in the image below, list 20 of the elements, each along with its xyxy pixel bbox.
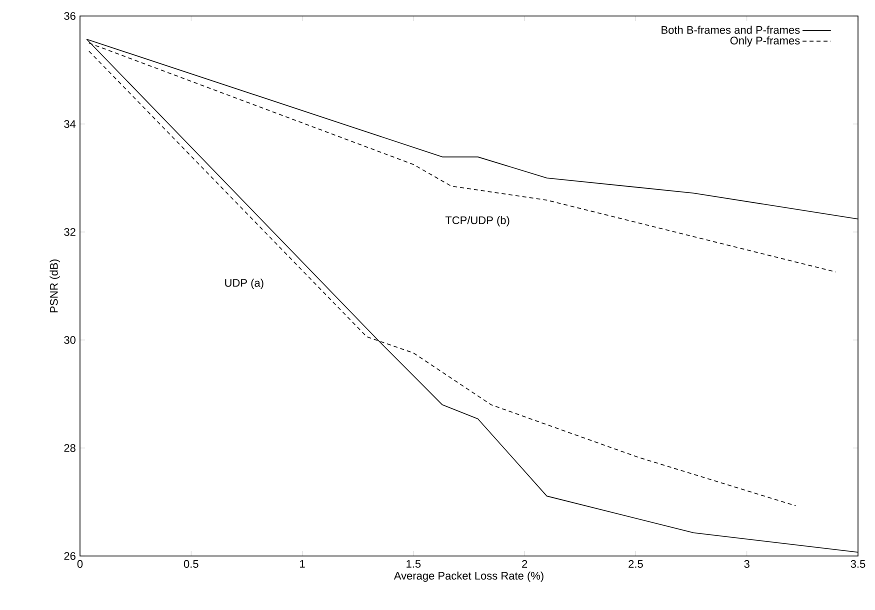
- y-tick-label: 26: [64, 552, 76, 560]
- y-tick-label: 30: [64, 336, 76, 344]
- y-tick-label: 32: [64, 228, 76, 236]
- x-tick-label: 1.5: [406, 560, 421, 568]
- x-tick-label: 3.5: [850, 560, 866, 568]
- x-tick-label: 1: [300, 560, 305, 568]
- annotation: TCP/UDP (b): [445, 216, 510, 226]
- x-tick-label: 3: [744, 560, 750, 568]
- x-axis-title: Average Packet Loss Rate (%): [394, 572, 544, 582]
- x-tick-label: 0: [77, 560, 83, 568]
- x-tick-label: 2: [522, 560, 528, 568]
- legend-label: Both B-frames and P-frames: [662, 26, 800, 34]
- y-axis-title: PSNR (dB): [50, 259, 60, 312]
- y-tick-label: 28: [64, 444, 76, 452]
- x-tick-label: 0.5: [184, 560, 198, 568]
- y-tick-label: 36: [64, 12, 76, 20]
- legend-label: Only P-frames: [730, 36, 800, 47]
- x-tick-label: 2.5: [628, 560, 643, 568]
- y-tick-label: 34: [64, 120, 76, 128]
- annotation: UDP (a): [225, 278, 264, 289]
